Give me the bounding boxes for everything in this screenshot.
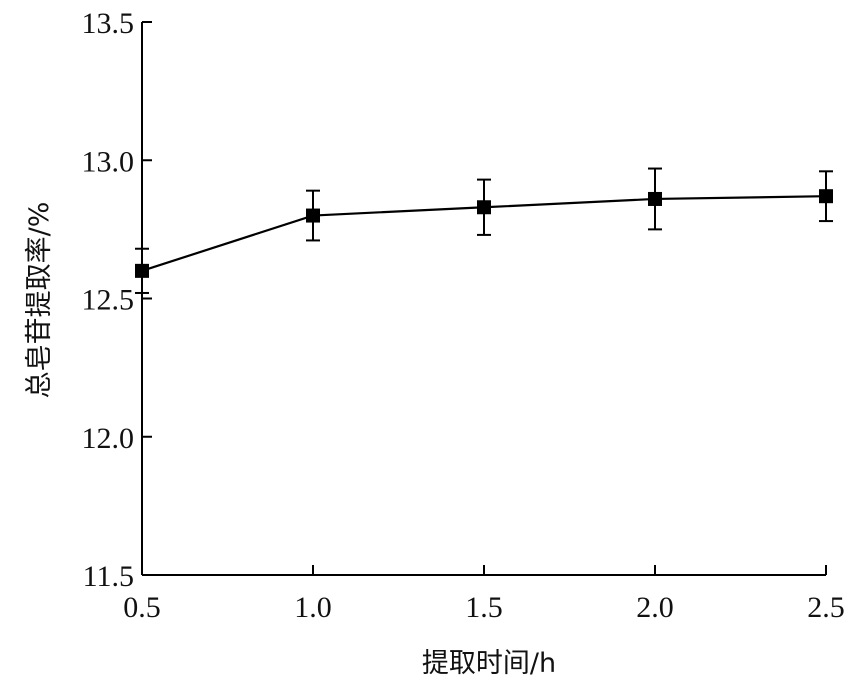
x-tick-label: 0.5 xyxy=(123,591,161,624)
x-tick-label: 2.5 xyxy=(807,591,845,624)
data-point xyxy=(306,208,320,223)
data-point xyxy=(135,263,149,278)
series xyxy=(135,167,833,294)
y-axis-title: 总皂苷提取率/% xyxy=(24,202,55,399)
data-point xyxy=(819,189,833,204)
data-point xyxy=(648,191,662,206)
y-tick-label: 11.5 xyxy=(83,560,134,593)
ticks: 0.5 1.0 1.5 2.0 2.5 11.5 12.0 12.5 13.0 13.5 xyxy=(82,7,845,624)
x-tick-label: 1.5 xyxy=(465,591,503,624)
y-tick-label: 12.5 xyxy=(82,284,135,317)
y-tick-label: 13.5 xyxy=(82,7,135,40)
x-tick-label: 2.0 xyxy=(636,591,674,624)
y-tick-label: 13.0 xyxy=(82,145,135,178)
data-point xyxy=(477,200,491,215)
axes xyxy=(141,22,826,576)
y-tick-label: 12.0 xyxy=(82,422,135,455)
x-axis-title: 提取时间/h xyxy=(422,648,556,679)
x-tick-label: 1.0 xyxy=(294,591,332,624)
